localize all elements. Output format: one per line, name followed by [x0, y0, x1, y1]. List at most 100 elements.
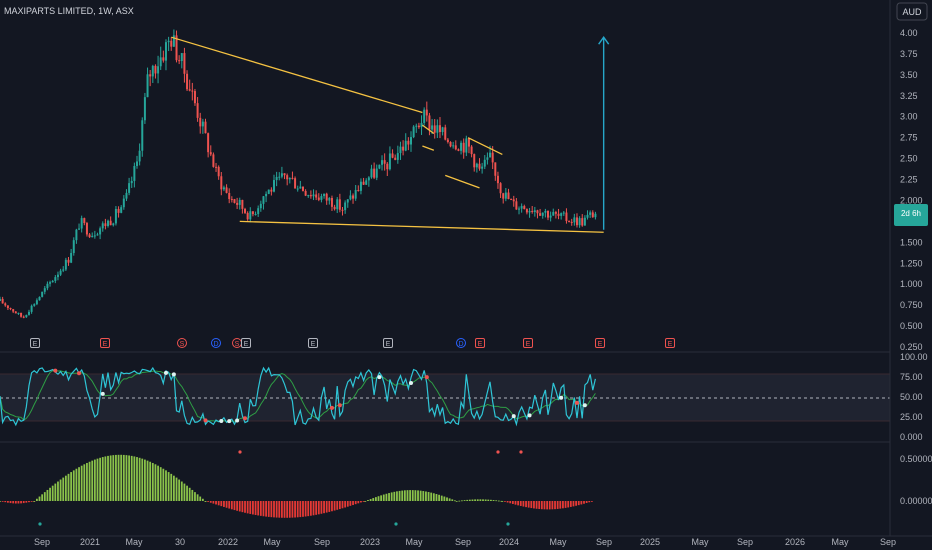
event-marker-label: E: [386, 341, 391, 348]
target-arrow-head[interactable]: [598, 35, 610, 45]
time-tick-label: 2021: [80, 537, 100, 547]
candle-body: [288, 177, 291, 180]
last-price-badge: 2d 6h: [894, 204, 928, 227]
oscillator-bar: [458, 500, 461, 502]
price-axis[interactable]: 4.003.753.503.253.002.752.502.252.0001.7…: [889, 0, 932, 536]
candle-body: [583, 217, 586, 226]
oscillator-bar: [183, 483, 186, 501]
event-marker-e[interactable]: E: [383, 338, 393, 349]
price-tick-label: 2.000: [900, 195, 923, 205]
event-marker-e[interactable]: E: [100, 338, 110, 349]
oscillator-bar: [259, 501, 262, 516]
trendline-group[interactable]: [171, 36, 604, 233]
time-axis[interactable]: Sep 2021 May 30 2022 May Sep 2023 May Sep 2024 May S…: [0, 535, 932, 547]
candle-body: [325, 193, 328, 201]
oscillator-bar: [325, 501, 328, 513]
currency-button-frame[interactable]: [896, 2, 928, 21]
oscillator-bar: [209, 501, 212, 503]
event-marker-label: E: [103, 341, 108, 348]
rsi-cross-dot: [329, 405, 334, 410]
event-marker-e[interactable]: E: [241, 338, 251, 349]
rsi-cross-dot: [409, 380, 413, 385]
candle-body: [188, 89, 191, 91]
oscillator-bar: [244, 501, 246, 513]
flag-2-upper-line[interactable]: [467, 137, 503, 155]
event-marker-e[interactable]: E: [523, 338, 533, 349]
oscillator-bar: [33, 501, 36, 502]
oscillator-bar: [104, 456, 107, 501]
oscillator-bar: [120, 454, 123, 501]
candle-body: [399, 146, 402, 154]
candle-body: [330, 197, 333, 207]
oscillator-bar: [509, 501, 512, 504]
event-marker-e[interactable]: E: [308, 338, 318, 349]
oscillator-bar: [72, 470, 75, 501]
oscillator-bar: [514, 501, 517, 505]
flag-1-lower-line[interactable]: [422, 145, 435, 151]
flag-2-lower-line[interactable]: [445, 174, 480, 189]
oscillator-bar: [352, 501, 354, 506]
event-marker-e[interactable]: E: [595, 338, 605, 349]
event-marker-d[interactable]: D: [456, 338, 466, 349]
candle-body: [99, 228, 102, 235]
candle-body: [117, 208, 120, 213]
candle-body: [402, 146, 405, 151]
candle-body: [591, 212, 594, 218]
rsi-signal-line: [0, 370, 596, 423]
candle-body: [273, 180, 275, 192]
flag-1-upper-line[interactable]: [422, 124, 435, 135]
oscillator-tick-label: 0.00000: [900, 496, 932, 506]
event-marker-label: D: [213, 341, 218, 348]
falling-wedge-upper-line[interactable]: [171, 36, 423, 114]
event-marker-e[interactable]: E: [665, 338, 675, 349]
candle-body: [56, 274, 59, 278]
price-tick-label: 3.75: [900, 49, 918, 59]
price-tick-label: 1.250: [900, 258, 923, 268]
oscillator-bar: [406, 490, 409, 501]
falling-wedge-lower-line[interactable]: [239, 220, 604, 233]
oscillator-bar: [80, 465, 83, 501]
chart-title: MAXIPARTS LIMITED, 1W, ASX: [4, 6, 134, 16]
oscillator-bar: [9, 501, 12, 504]
candle-body: [570, 221, 573, 223]
oscillator-bar: [466, 499, 469, 501]
event-marker-frame: [100, 338, 110, 348]
oscillator-bar: [525, 501, 527, 508]
candle-body: [12, 309, 15, 312]
price-tick-label: 1.000: [900, 279, 923, 289]
event-marker-e[interactable]: E: [475, 338, 485, 349]
candle-body: [438, 125, 441, 133]
event-marker-frame: [665, 338, 675, 348]
event-marker-d[interactable]: D: [211, 338, 221, 349]
candle-body: [375, 168, 378, 178]
target-arrow[interactable]: [598, 35, 610, 230]
currency-button-label[interactable]: AUD: [902, 7, 922, 17]
currency-button[interactable]: AUD: [896, 2, 928, 21]
candle-body: [531, 210, 534, 213]
rsi-cross-dot: [574, 400, 579, 405]
candle-body: [96, 234, 99, 236]
candle-body: [20, 312, 23, 317]
oscillator-bar: [349, 501, 352, 506]
oscillator-bar: [267, 501, 270, 517]
oscillator-bar: [588, 501, 591, 503]
rsi-cross-dot: [100, 391, 105, 396]
oscillator-pane[interactable]: [0, 450, 593, 526]
rsi-pane[interactable]: [0, 366, 890, 427]
candle-body: [183, 53, 186, 74]
oscillator-bar: [333, 501, 336, 511]
oscillator-bar: [309, 501, 312, 516]
event-marker-s[interactable]: S: [177, 338, 187, 349]
oscillator-bar: [128, 455, 130, 501]
oscillator-bar: [567, 501, 570, 508]
event-marker-e[interactable]: E: [30, 338, 40, 349]
candle-body: [286, 175, 289, 180]
candle-body: [265, 193, 268, 197]
time-tick-label: Sep: [737, 537, 753, 547]
rsi-tick-label: 50.00: [900, 392, 923, 402]
candle-body: [370, 168, 373, 178]
oscillator-bar: [360, 501, 362, 503]
